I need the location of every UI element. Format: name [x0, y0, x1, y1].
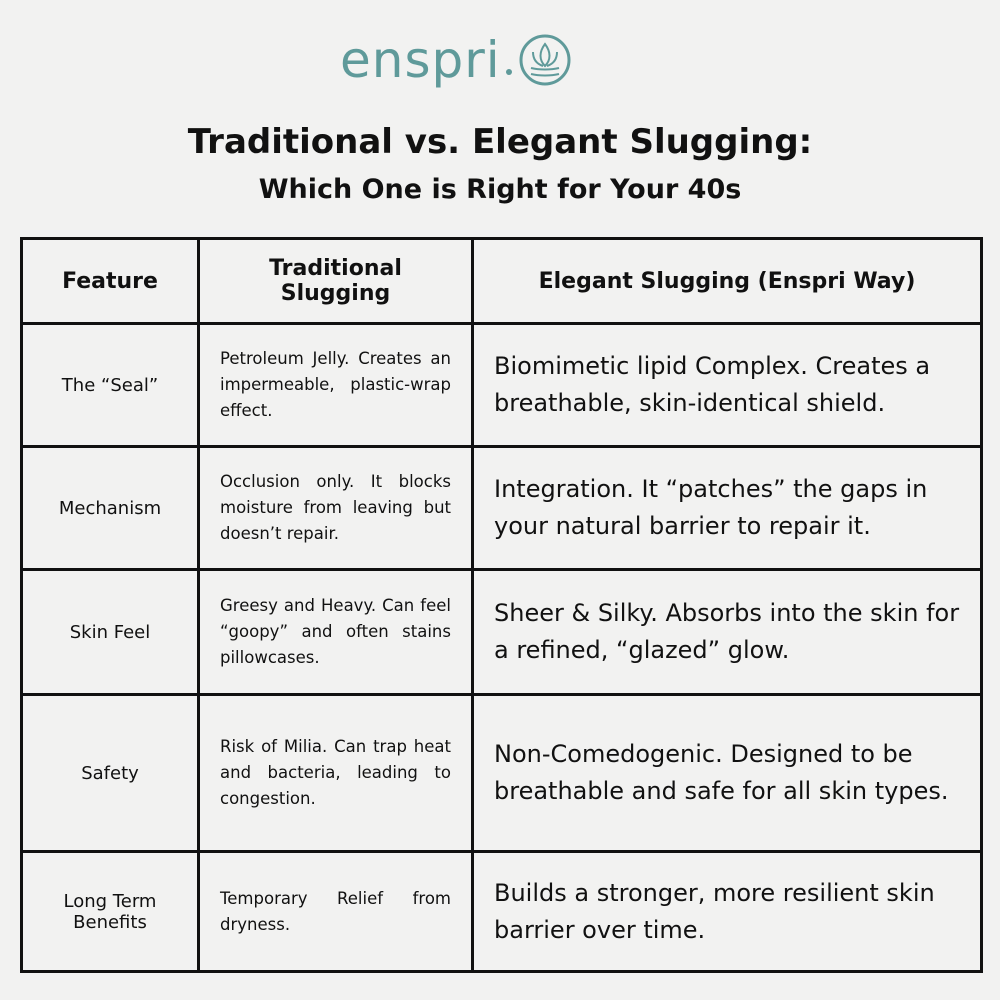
table-cell: Long Term Benefits: [20, 850, 200, 973]
title: Traditional vs. Elegant Slugging:: [187, 122, 813, 162]
table-cell: Occlusion only. It blocks moisture from …: [197, 445, 474, 571]
table-cell: Biomimetic lipid Complex. Creates a brea…: [471, 322, 983, 448]
table-cell: Sheer & Silky. Absorbs into the skin for…: [471, 568, 983, 696]
logo: enspri: [340, 30, 571, 90]
table-row: Mechanism Occlusion only. It blocks moist…: [20, 445, 983, 571]
logo-text: enspri: [340, 31, 501, 89]
column-header: Feature: [20, 237, 200, 325]
table-row: The “Seal” Petroleum Jelly. Creates an im…: [20, 322, 983, 448]
column-header: Traditional Slugging: [197, 237, 474, 325]
table-row: Safety Risk of Milia. Can trap heat and b…: [20, 693, 983, 853]
table-cell: Non-Comedogenic. Designed to be breathab…: [471, 693, 983, 853]
table-row: Skin Feel Greesy and Heavy. Can feel “goo…: [20, 568, 983, 696]
table-row: Long Term Benefits Temporary Relief from …: [20, 850, 983, 973]
table-cell: Temporary Relief from dryness.: [197, 850, 474, 973]
table-cell: Safety: [20, 693, 200, 853]
column-header: Elegant Slugging (Enspri Way): [471, 237, 983, 325]
table-cell: Integration. It “patches” the gaps in yo…: [471, 445, 983, 571]
comparison-table: Feature Traditional Slugging Elegant Slugg…: [20, 237, 983, 973]
table-cell: Risk of Milia. Can trap heat and bacteri…: [197, 693, 474, 853]
table-cell: Builds a stronger, more resilient skin b…: [471, 850, 983, 973]
subtitle: Which One is Right for Your 40s: [258, 174, 742, 205]
table-cell: Skin Feel: [20, 568, 200, 696]
table-cell: The “Seal”: [20, 322, 200, 448]
logo-icon: [505, 34, 571, 86]
header-row: Feature Traditional Slugging Elegant Slugg…: [20, 237, 983, 325]
table-cell: Petroleum Jelly. Creates an impermeable,…: [197, 322, 474, 448]
table-cell: Mechanism: [20, 445, 200, 571]
table-cell: Greesy and Heavy. Can feel “goopy” and o…: [197, 568, 474, 696]
